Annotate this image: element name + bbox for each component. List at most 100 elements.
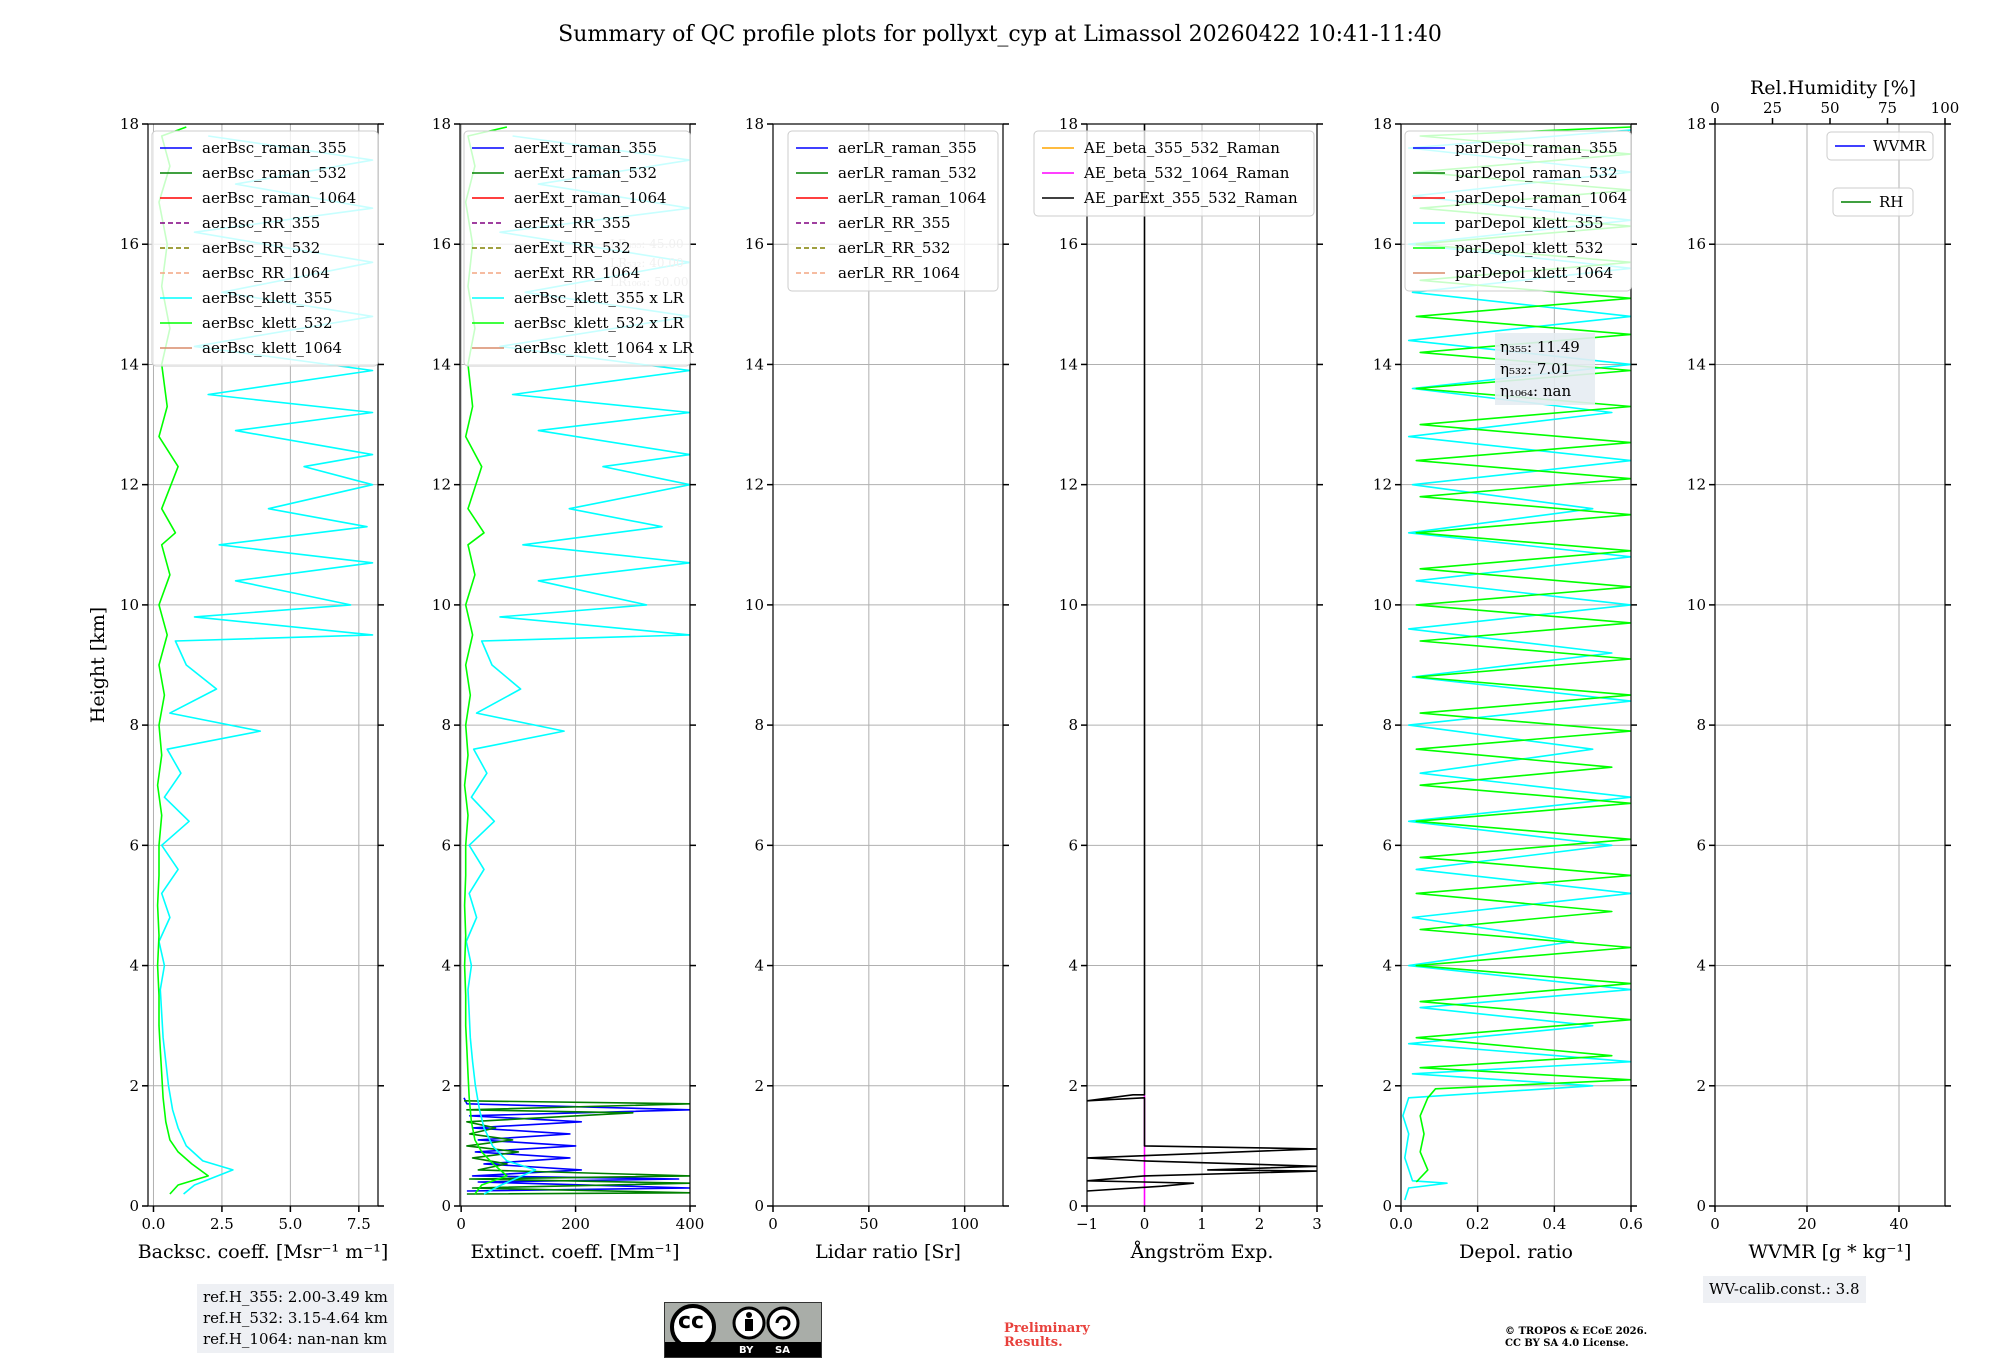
legend-label: RH	[1879, 193, 1903, 211]
x-tick-label: 1	[1197, 1215, 1207, 1233]
y-tick-label: 18	[120, 115, 139, 133]
legend-box	[787, 130, 999, 292]
legend-label: WVMR	[1873, 137, 1927, 155]
legend-label: aerBsc_raman_532	[202, 164, 347, 182]
legend-label: aerLR_raman_532	[838, 164, 977, 182]
legend: AE_beta_355_532_Raman AE_beta_532_1064_Ra…	[1033, 130, 1315, 217]
y-tick-label: 10	[120, 596, 139, 614]
wv-calib-box: WV-calib.const.: 3.8	[1703, 1276, 1866, 1303]
ref-height-1064: ref.H_1064: nan-nan km	[203, 1330, 388, 1348]
x-axis-label: Extinct. coeff. [Mm⁻¹]	[470, 1241, 679, 1263]
series-group	[1402, 126, 1631, 1201]
cc-license-badge[interactable]: cc BY SA	[664, 1302, 822, 1358]
legend-label: aerBsc_klett_1064	[202, 339, 342, 357]
wv-calib-text: WV-calib.const.: 3.8	[1709, 1280, 1860, 1298]
eta-annotation: η₃₅₅: 11.49 η₅₃₂: 7.01 η₁₀₆₄: nan	[1495, 333, 1595, 405]
legend-label: aerLR_raman_355	[838, 139, 977, 157]
x-tick-label: 0.0	[1389, 1215, 1413, 1233]
legend-box	[151, 130, 379, 367]
legend-label: AE_beta_532_1064_Raman	[1083, 164, 1290, 182]
series-line-ae-parext-355-532-raman	[1087, 124, 1317, 1192]
y-tick-label: 10	[1687, 596, 1706, 614]
x-tick-label: 200	[561, 1215, 590, 1233]
x-tick-label: 3	[1312, 1215, 1322, 1233]
y-tick-label: 8	[1696, 716, 1706, 734]
x-tick-label: 0	[1710, 1215, 1720, 1233]
y-tick-label: 2	[129, 1077, 139, 1095]
y-tick-label: 2	[441, 1077, 451, 1095]
x-tick-label: 40	[1889, 1215, 1908, 1233]
cc-logo-text: cc	[678, 1309, 705, 1334]
x-tick-label: 0	[768, 1215, 778, 1233]
series-line-aerext-raman-355	[463, 1097, 690, 1192]
x-axis-label: Lidar ratio [Sr]	[815, 1241, 961, 1263]
legend-label: aerBsc_RR_532	[202, 239, 320, 257]
top-x-tick-label: 100	[1931, 99, 1960, 117]
y-tick-label: 0	[754, 1197, 764, 1215]
y-tick-label: 12	[745, 476, 764, 494]
y-tick-label: 14	[432, 355, 451, 373]
y-tick-label: 4	[1068, 957, 1078, 975]
y-tick-label: 0	[1696, 1197, 1706, 1215]
legend-label: AE_beta_355_532_Raman	[1083, 139, 1280, 157]
x-axis-label: Ångström Exp.	[1130, 1241, 1274, 1263]
x-tick-label: 20	[1797, 1215, 1816, 1233]
x-tick-label: 2.5	[210, 1215, 234, 1233]
axes-frame	[1714, 123, 1946, 1207]
x-tick-label: 0.2	[1466, 1215, 1490, 1233]
y-tick-label: 0	[129, 1197, 139, 1215]
y-tick-label: 16	[1059, 235, 1078, 253]
cc-sa-label: SA	[775, 1345, 790, 1356]
y-tick-label: 12	[1373, 476, 1392, 494]
y-tick-label: 18	[1059, 115, 1078, 133]
y-tick-label: 18	[1373, 115, 1392, 133]
y-tick-label: 2	[1068, 1077, 1078, 1095]
ref-heights-box: ref.H_355: 2.00-3.49 km ref.H_532: 3.15-…	[197, 1284, 394, 1353]
y-tick-label: 2	[1696, 1077, 1706, 1095]
preliminary-note: Preliminary Results.	[1004, 1322, 1090, 1350]
y-tick-label: 6	[129, 836, 139, 854]
legend-label: aerBsc_klett_355	[202, 289, 333, 307]
y-tick-label: 2	[754, 1077, 764, 1095]
y-tick-label: 14	[120, 355, 139, 373]
y-tick-label: 12	[1687, 476, 1706, 494]
legend-label: aerBsc_klett_532	[202, 314, 333, 332]
y-tick-label: 6	[1382, 836, 1392, 854]
y-tick-label: 12	[1059, 476, 1078, 494]
x-axis-label: WVMR [g * kg⁻¹]	[1749, 1241, 1912, 1263]
y-tick-label: 4	[754, 957, 764, 975]
legend: aerBsc_raman_355 aerBsc_raman_532 aerBsc_r…	[151, 130, 379, 367]
eta-box	[1495, 333, 1595, 405]
x-tick-label: 100	[950, 1215, 979, 1233]
y-tick-label: 4	[1696, 957, 1706, 975]
legend-label: aerExt_raman_1064	[514, 189, 667, 207]
x-axis-label: Backsc. coeff. [Msr⁻¹ m⁻¹]	[138, 1241, 389, 1263]
y-tick-label: 10	[432, 596, 451, 614]
y-tick-label: 16	[745, 235, 764, 253]
legend-label: aerBsc_RR_1064	[202, 264, 330, 282]
y-tick-label: 18	[1687, 115, 1706, 133]
legend-label: parDepol_klett_532	[1455, 239, 1604, 257]
x-tick-label: 7.5	[347, 1215, 371, 1233]
legend-label: aerLR_RR_355	[838, 214, 950, 232]
series-group	[1087, 124, 1317, 1206]
y-tick-label: 16	[1373, 235, 1392, 253]
x-tick-label: 0	[456, 1215, 466, 1233]
eta-line: η₁₀₆₄: nan	[1500, 382, 1571, 400]
legend: WVMR RH	[1826, 131, 1934, 217]
axes-frame	[147, 123, 379, 1207]
cc-badge-strip	[665, 1342, 821, 1357]
legend-label: aerExt_RR_355	[514, 214, 631, 232]
x-axis-label: Depol. ratio	[1459, 1241, 1573, 1263]
y-tick-label: 8	[441, 716, 451, 734]
x-tick-label: 400	[676, 1215, 705, 1233]
y-tick-label: 16	[432, 235, 451, 253]
legend-label: aerBsc_RR_355	[202, 214, 320, 232]
legend-label: parDepol_raman_1064	[1455, 189, 1627, 207]
y-tick-label: 8	[1382, 716, 1392, 734]
copyright-line-1: © TROPOS & ECoE 2026.	[1505, 1326, 1648, 1337]
y-tick-label: 6	[441, 836, 451, 854]
legend-box	[463, 130, 691, 367]
legend-box	[1033, 130, 1315, 217]
